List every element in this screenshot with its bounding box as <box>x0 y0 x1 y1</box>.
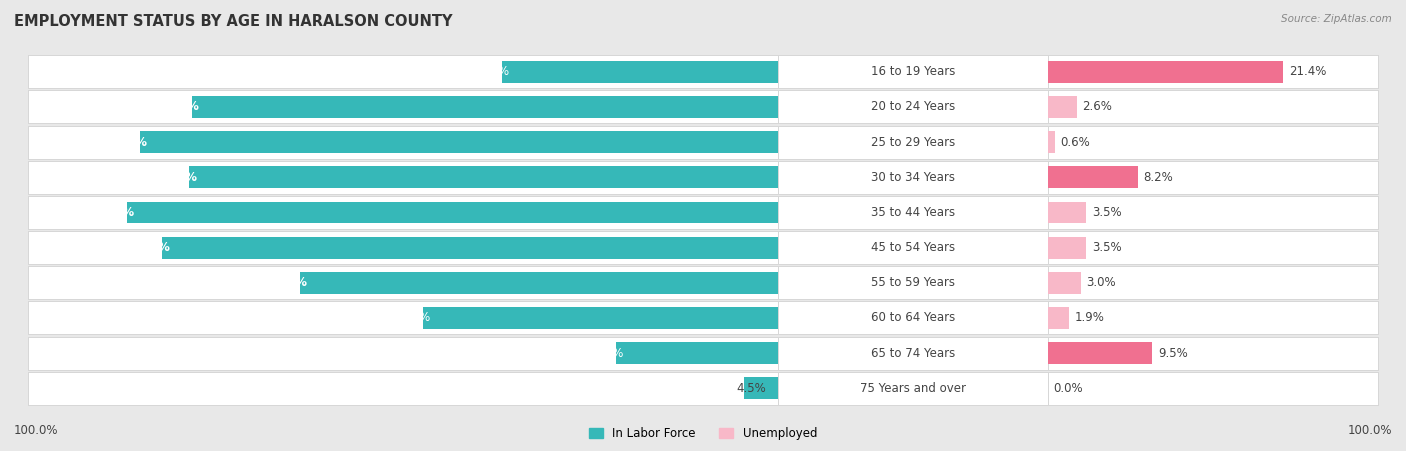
Text: Source: ZipAtlas.com: Source: ZipAtlas.com <box>1281 14 1392 23</box>
Bar <box>191 96 778 118</box>
Text: 8.2%: 8.2% <box>1143 171 1174 184</box>
Bar <box>778 161 1047 194</box>
Text: 86.8%: 86.8% <box>93 206 135 219</box>
Bar <box>1047 342 1153 364</box>
Bar <box>28 125 778 159</box>
Text: 3.0%: 3.0% <box>1087 276 1116 289</box>
Bar <box>778 196 1047 229</box>
Text: 0.0%: 0.0% <box>1053 382 1083 395</box>
Bar <box>28 55 778 88</box>
Bar <box>744 377 778 399</box>
Bar <box>28 161 778 194</box>
Bar <box>1047 372 1378 405</box>
Text: 63.8%: 63.8% <box>266 276 307 289</box>
Bar <box>162 237 778 258</box>
Text: 20 to 24 Years: 20 to 24 Years <box>870 101 955 113</box>
Text: 30 to 34 Years: 30 to 34 Years <box>870 171 955 184</box>
Bar <box>1047 272 1081 294</box>
Bar <box>778 301 1047 335</box>
Bar <box>1047 202 1087 223</box>
Bar <box>616 342 778 364</box>
Bar <box>1047 96 1077 118</box>
Bar <box>28 196 778 229</box>
Bar <box>28 231 778 264</box>
Bar <box>1047 336 1378 370</box>
Bar <box>1047 166 1137 188</box>
Bar <box>1047 266 1378 299</box>
Bar <box>778 336 1047 370</box>
Bar <box>1047 161 1378 194</box>
Bar <box>190 166 778 188</box>
Bar <box>28 266 778 299</box>
Bar <box>28 372 778 405</box>
Text: 3.5%: 3.5% <box>1092 206 1122 219</box>
Bar <box>1047 131 1054 153</box>
Text: 16 to 19 Years: 16 to 19 Years <box>870 65 955 78</box>
Bar <box>28 301 778 335</box>
Text: 65 to 74 Years: 65 to 74 Years <box>870 347 955 359</box>
Text: 82.1%: 82.1% <box>129 241 170 254</box>
Text: 2.6%: 2.6% <box>1083 101 1112 113</box>
Bar <box>1047 61 1284 83</box>
Bar <box>1047 307 1069 329</box>
Text: 78.5%: 78.5% <box>156 171 197 184</box>
Bar <box>1047 237 1087 258</box>
Bar <box>1047 125 1378 159</box>
Text: 100.0%: 100.0% <box>1347 424 1392 437</box>
Text: 1.9%: 1.9% <box>1074 312 1104 324</box>
Bar <box>139 131 778 153</box>
Bar <box>423 307 778 329</box>
Text: 75 Years and over: 75 Years and over <box>860 382 966 395</box>
Bar <box>778 266 1047 299</box>
Bar <box>127 202 778 223</box>
Text: 21.4%: 21.4% <box>1289 65 1326 78</box>
Bar <box>1047 301 1378 335</box>
Text: 45 to 54 Years: 45 to 54 Years <box>870 241 955 254</box>
Bar <box>1047 231 1378 264</box>
Text: EMPLOYMENT STATUS BY AGE IN HARALSON COUNTY: EMPLOYMENT STATUS BY AGE IN HARALSON COU… <box>14 14 453 28</box>
Bar <box>778 90 1047 124</box>
Text: 100.0%: 100.0% <box>14 424 59 437</box>
Text: 25 to 29 Years: 25 to 29 Years <box>870 136 955 148</box>
Bar <box>778 55 1047 88</box>
Text: 3.5%: 3.5% <box>1092 241 1122 254</box>
Bar <box>778 372 1047 405</box>
Text: 47.3%: 47.3% <box>394 312 430 324</box>
Text: 55 to 59 Years: 55 to 59 Years <box>870 276 955 289</box>
Bar <box>28 336 778 370</box>
Bar <box>28 90 778 124</box>
Text: 60 to 64 Years: 60 to 64 Years <box>870 312 955 324</box>
Bar <box>1047 55 1378 88</box>
Bar <box>1047 90 1378 124</box>
Text: 36.8%: 36.8% <box>472 65 509 78</box>
Text: 78.2%: 78.2% <box>159 101 200 113</box>
Text: 85.1%: 85.1% <box>107 136 148 148</box>
Bar <box>1047 196 1378 229</box>
Text: 21.6%: 21.6% <box>586 347 623 359</box>
Legend: In Labor Force, Unemployed: In Labor Force, Unemployed <box>583 423 823 445</box>
Bar <box>299 272 778 294</box>
Text: 9.5%: 9.5% <box>1159 347 1188 359</box>
Bar <box>502 61 778 83</box>
Text: 4.5%: 4.5% <box>737 382 766 395</box>
Bar <box>778 125 1047 159</box>
Text: 35 to 44 Years: 35 to 44 Years <box>870 206 955 219</box>
Text: 0.6%: 0.6% <box>1060 136 1090 148</box>
Bar <box>778 231 1047 264</box>
